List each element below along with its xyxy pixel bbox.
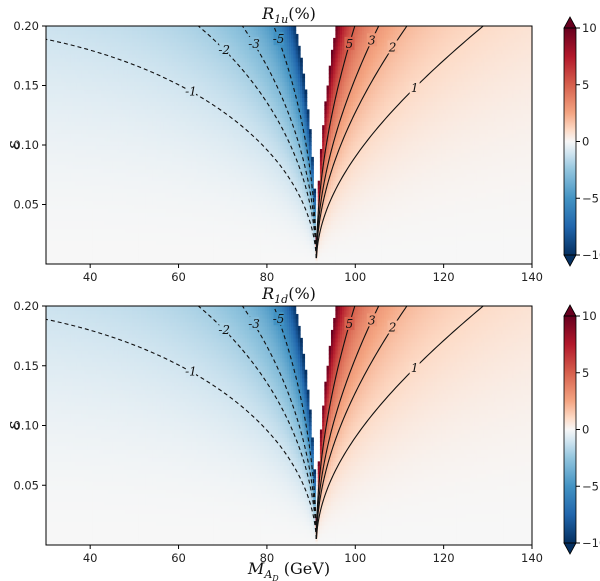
x-tick-label: 140	[521, 270, 543, 284]
contour-line	[241, 26, 317, 259]
chart-title: R1d(%)	[261, 284, 316, 306]
contour-line	[315, 306, 408, 540]
x-tick-label: 60	[171, 551, 186, 565]
y-tick-label: 0.20	[13, 299, 39, 313]
colorbar-tick-label: −5	[582, 191, 599, 205]
contour-label: -1	[185, 84, 197, 98]
colorbar-tick-label: 5	[582, 78, 589, 92]
contour-label: -1	[185, 365, 197, 379]
heatmap-field	[46, 26, 532, 264]
contour-line	[241, 306, 317, 540]
colorbar: 10 5 0 −5 −10	[563, 304, 600, 555]
y-tick-label: 0.10	[13, 419, 39, 433]
colorbar: 10 5 0 −5 −10	[563, 16, 600, 267]
x-tick-label: 100	[344, 551, 366, 565]
contour-line	[315, 26, 408, 259]
x-tick-label: 60	[171, 270, 186, 284]
x-tick-label: 120	[433, 551, 455, 565]
contour-label: -2	[218, 323, 230, 337]
x-axis-label: MAD (GeV)	[247, 559, 330, 581]
chart-panel-1: 5 321-1-2 -3 -540 60 80 100 120 1400.050.100.150…	[4, 4, 600, 284]
contour-label: 5	[346, 317, 354, 331]
colorbar-extend-min	[563, 254, 577, 267]
x-tick-label: 80	[260, 270, 275, 284]
contour-label: 3	[368, 33, 376, 47]
x-tick-label: 80	[260, 551, 275, 565]
x-tick-label: 120	[433, 270, 455, 284]
colorbar-tick-label: 5	[582, 366, 589, 380]
contour-label: -2	[218, 43, 230, 57]
x-tick-label: 100	[344, 270, 366, 284]
colorbar-extend-max	[563, 304, 577, 317]
y-tick-label: 0.20	[13, 19, 39, 33]
chart-panel-2: 5 321-1-2 -3 -540 60 80 100 120 1400.050.100.150…	[4, 284, 600, 581]
colorbar-tick-label: −10	[582, 536, 600, 550]
colorbar-tick-label: −5	[582, 479, 599, 493]
colorbar-tick-label: 0	[582, 423, 589, 437]
x-tick-label: 40	[83, 270, 98, 284]
contour-label: 1	[411, 81, 419, 95]
contour-line	[315, 26, 356, 259]
contour-label: -3	[248, 37, 260, 51]
colorbar-tick-label: 10	[582, 309, 597, 323]
colorbar-tick-label: −10	[582, 248, 600, 262]
colorbar-extend-min	[563, 542, 577, 555]
colorbar-tick-label: 10	[582, 21, 597, 35]
contour-line	[315, 26, 380, 259]
x-tick-label: 140	[521, 551, 543, 565]
contour-label: 3	[368, 313, 376, 327]
contour-line	[197, 306, 317, 540]
y-axis-label: ε	[4, 421, 24, 430]
contour-line	[46, 318, 317, 540]
x-tick-label: 40	[83, 551, 98, 565]
contour-label: 1	[411, 361, 419, 375]
colorbar-gradient	[564, 28, 576, 255]
colorbar-tick-label: 0	[582, 135, 589, 149]
y-tick-label: 0.10	[13, 138, 39, 152]
contour-label: -3	[248, 317, 260, 331]
contour-line	[315, 26, 484, 259]
colorbar-gradient	[564, 316, 576, 543]
y-axis-label: ε	[4, 140, 24, 149]
y-tick-label: 0.15	[13, 79, 39, 93]
contour-line	[46, 38, 317, 259]
contour-label: -5	[273, 312, 285, 326]
contour-line	[315, 306, 380, 540]
contour-line	[197, 26, 317, 259]
contour-line	[315, 306, 484, 540]
contour-line	[273, 306, 317, 540]
contour-line	[273, 26, 317, 259]
colorbar-extend-max	[563, 16, 577, 29]
heatmap-field	[46, 306, 532, 545]
contour-line	[315, 306, 356, 540]
chart-title: R1u(%)	[261, 4, 316, 26]
contour-label: -5	[273, 32, 285, 46]
y-tick-label: 0.15	[13, 359, 39, 373]
y-tick-label: 0.05	[13, 478, 39, 492]
contour-label: 2	[388, 321, 397, 335]
y-tick-label: 0.05	[13, 198, 39, 212]
contour-label: 5	[346, 37, 354, 51]
contour-label: 2	[388, 40, 397, 54]
contour-lines: 5 32 1 -1 -2 -3 -5	[46, 306, 484, 540]
contour-lines: 5 32 1 -1 -2 -3 -5	[46, 26, 484, 259]
